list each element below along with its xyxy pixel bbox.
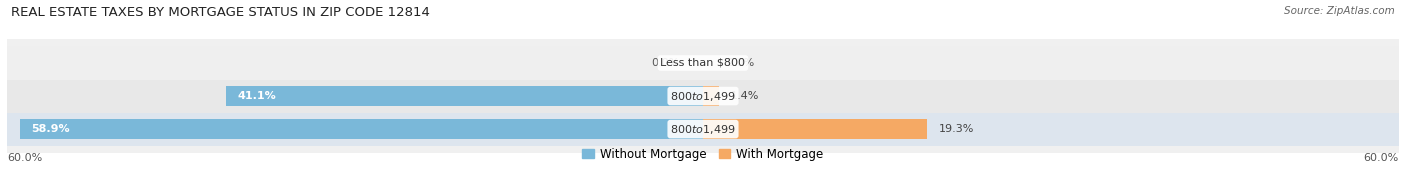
Legend: Without Mortgage, With Mortgage: Without Mortgage, With Mortgage — [582, 148, 824, 161]
Text: 60.0%: 60.0% — [1364, 153, 1399, 163]
Text: 0.0%: 0.0% — [651, 58, 681, 68]
Text: 19.3%: 19.3% — [938, 124, 974, 134]
Text: $800 to $1,499: $800 to $1,499 — [671, 122, 735, 136]
Text: Less than $800: Less than $800 — [661, 58, 745, 68]
Text: 41.1%: 41.1% — [238, 91, 277, 101]
Text: 0.0%: 0.0% — [725, 58, 755, 68]
Text: $800 to $1,499: $800 to $1,499 — [671, 90, 735, 103]
Bar — [7, 46, 1399, 80]
Bar — [226, 86, 703, 106]
Bar — [7, 113, 1399, 146]
Text: 60.0%: 60.0% — [7, 153, 42, 163]
Bar — [703, 86, 720, 106]
Bar — [20, 119, 703, 139]
Text: Source: ZipAtlas.com: Source: ZipAtlas.com — [1284, 6, 1395, 16]
Text: REAL ESTATE TAXES BY MORTGAGE STATUS IN ZIP CODE 12814: REAL ESTATE TAXES BY MORTGAGE STATUS IN … — [11, 6, 430, 19]
Bar — [703, 119, 927, 139]
Bar — [7, 80, 1399, 113]
Text: 1.4%: 1.4% — [731, 91, 759, 101]
Text: 58.9%: 58.9% — [31, 124, 70, 134]
